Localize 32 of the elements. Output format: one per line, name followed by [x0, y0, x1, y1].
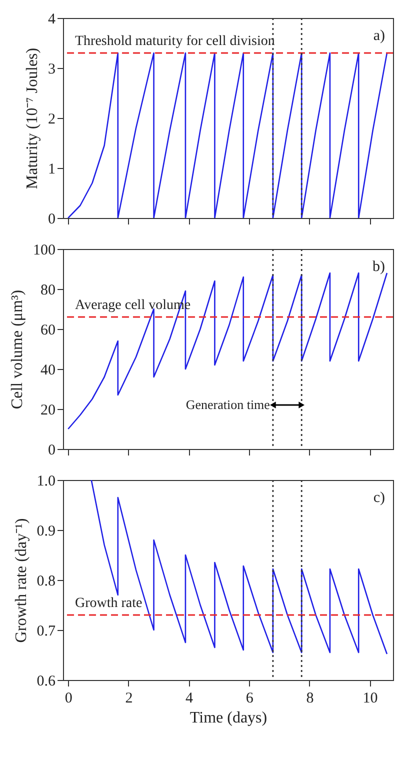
x-axis-title: Time (days)	[190, 710, 268, 726]
x-tick-label: 8	[306, 690, 314, 706]
y-tick-label: 1	[48, 162, 56, 178]
y-axis-title: Maturity (10⁻⁷ Joules)	[24, 48, 41, 190]
ref-line-label: Threshold maturity for cell division	[75, 34, 275, 49]
y-tick-label: 80	[40, 282, 56, 298]
x-tick-label: 4	[186, 690, 194, 706]
y-tick-label: 0.6	[36, 674, 56, 690]
x-tick-label: 6	[246, 690, 254, 706]
y-tick-label: 60	[40, 322, 56, 338]
y-tick-label: 2	[48, 112, 56, 128]
x-tick-label: 2	[125, 690, 133, 706]
x-tick-label: 0	[64, 690, 72, 706]
y-axis-title: Growth rate (day⁻¹)	[12, 518, 30, 643]
y-tick-label: 40	[40, 362, 56, 378]
annotation: Generation time	[186, 397, 270, 412]
y-axis-title: Cell volume (μm³)	[9, 290, 26, 410]
annotation: a)	[373, 28, 385, 44]
y-tick-label: 0	[48, 442, 56, 458]
y-tick-label: 0	[48, 212, 56, 228]
y-tick-label: 0.8	[36, 574, 56, 590]
y-tick-label: 1.0	[36, 474, 56, 490]
y-tick-label: 4	[48, 12, 56, 28]
y-tick-label: 20	[40, 402, 56, 418]
y-tick-label: 100	[33, 242, 56, 258]
y-tick-label: 3	[48, 62, 56, 78]
annotation: b)	[372, 259, 385, 275]
x-tick-label: 10	[362, 690, 378, 706]
annotation: c)	[373, 490, 385, 506]
ref-line-label: Growth rate	[75, 596, 142, 611]
y-tick-label: 0.7	[36, 624, 56, 640]
y-tick-label: 0.9	[36, 524, 56, 540]
